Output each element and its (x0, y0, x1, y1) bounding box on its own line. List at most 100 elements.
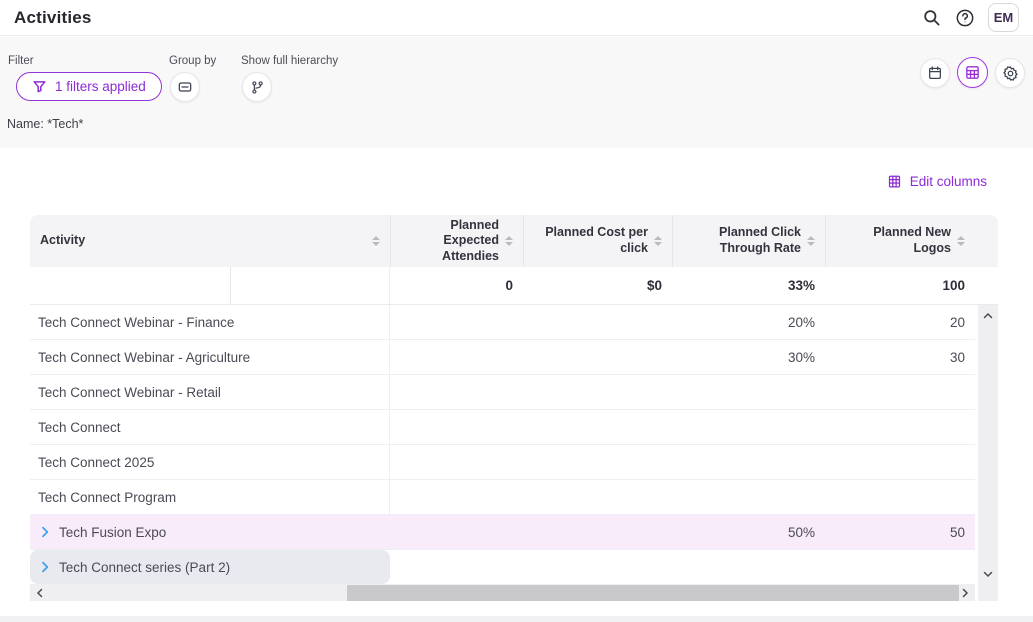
settings-button[interactable] (995, 58, 1025, 88)
column-header-planned-cost-per-click[interactable]: Planned Cost per click (523, 215, 672, 267)
search-icon[interactable] (920, 7, 942, 29)
attendies-cell (390, 550, 523, 584)
summary-row: 0 $0 33% 100 (30, 267, 998, 305)
ctr-cell (672, 375, 825, 409)
activity-cell[interactable]: Tech Connect (30, 410, 390, 444)
table-view-button[interactable] (957, 57, 988, 88)
attendies-cell (390, 410, 523, 444)
group-by-icon (178, 82, 192, 92)
sort-icon[interactable] (807, 236, 815, 246)
activity-name: Tech Connect Webinar - Finance (38, 314, 235, 330)
horizontal-scrollbar[interactable] (30, 585, 975, 601)
logos-cell (825, 480, 975, 514)
applied-filter-text: Name: *Tech* (7, 117, 84, 131)
filter-label: Filter (8, 55, 34, 67)
cost-cell (523, 480, 672, 514)
activity-cell[interactable]: Tech Connect Webinar - Retail (30, 375, 390, 409)
edit-columns-icon (888, 175, 900, 188)
settings-icon (1002, 65, 1018, 81)
activity-name: Tech Connect Webinar - Retail (38, 384, 221, 400)
sort-icon[interactable] (505, 236, 513, 246)
activity-name: Tech Fusion Expo (59, 524, 167, 540)
activity-cell[interactable]: Tech Fusion Expo (30, 515, 390, 549)
cost-cell (523, 515, 672, 549)
expand-chevron-icon[interactable] (38, 560, 52, 574)
expand-chevron-icon[interactable] (38, 525, 52, 539)
attendies-cell (390, 515, 523, 549)
table-row[interactable]: Tech Connect Webinar - Retail (30, 375, 975, 410)
activity-name: Tech Connect Webinar - Agriculture (38, 349, 251, 365)
filter-button-label: 1 filters applied (55, 79, 146, 94)
activity-cell[interactable]: Tech Connect series (Part 2) (30, 550, 390, 584)
help-icon[interactable] (954, 7, 976, 29)
hierarchy-button[interactable] (242, 72, 272, 102)
user-avatar[interactable]: EM (988, 3, 1019, 32)
activity-name: Tech Connect series (Part 2) (59, 559, 231, 575)
attendies-cell (390, 480, 523, 514)
table-row[interactable]: Tech Connect Program (30, 480, 975, 515)
vertical-scrollbar[interactable] (975, 305, 998, 585)
scroll-left-icon[interactable] (34, 587, 46, 599)
table-row[interactable]: Tech Connect series (Part 2) (30, 550, 975, 585)
summary-logos: 100 (942, 278, 965, 293)
column-header-planned-expected-attendies[interactable]: Planned Expected Attendies (390, 215, 523, 267)
scroll-down-icon[interactable] (982, 568, 994, 580)
summary-activity-cell (30, 267, 390, 304)
table-view-icon (966, 66, 979, 79)
cost-cell (523, 375, 672, 409)
calendar-view-button[interactable] (920, 58, 950, 88)
ctr-cell: 30% (787, 349, 815, 365)
filter-button[interactable]: 1 filters applied (16, 72, 162, 101)
sort-icon[interactable] (654, 236, 662, 246)
cost-cell (523, 340, 672, 374)
cost-cell (523, 410, 672, 444)
cost-cell (523, 305, 672, 339)
activity-cell[interactable]: Tech Connect 2025 (30, 445, 390, 479)
logos-cell (825, 410, 975, 444)
activity-cell[interactable]: Tech Connect Webinar - Finance (30, 305, 390, 339)
sort-icon[interactable] (957, 236, 965, 246)
scroll-right-icon[interactable] (959, 587, 971, 599)
column-header-planned-click-through-rate[interactable]: Planned Click Through Rate (672, 215, 825, 267)
table-row[interactable]: Tech Connect 2025 (30, 445, 975, 480)
activity-cell[interactable]: Tech Connect Webinar - Agriculture (30, 340, 390, 374)
ctr-cell (672, 410, 825, 444)
activity-name: Tech Connect Program (38, 489, 177, 505)
ctr-cell: 20% (787, 314, 815, 330)
filter-funnel-icon (33, 81, 46, 93)
summary-cost: $0 (646, 278, 662, 293)
page-title: Activities (14, 7, 92, 27)
header-gutter (975, 215, 998, 267)
scroll-up-icon[interactable] (982, 310, 994, 322)
column-header-activity[interactable]: Activity (30, 215, 390, 267)
logos-cell: 30 (949, 349, 965, 365)
edit-columns-button[interactable]: Edit columns (887, 174, 987, 189)
group-by-button[interactable] (170, 72, 200, 102)
logos-cell (825, 550, 975, 584)
attendies-cell (390, 445, 523, 479)
horizontal-scrollbar-thumb[interactable] (347, 585, 959, 601)
calendar-icon (929, 66, 941, 79)
cost-cell (523, 550, 672, 584)
attendies-cell (390, 340, 523, 374)
hierarchy-label: Show full hierarchy (241, 55, 339, 67)
sort-icon[interactable] (372, 236, 380, 246)
horizontal-scrollbar-row (30, 585, 998, 601)
table-row[interactable]: Tech Connect (30, 410, 975, 445)
activity-cell[interactable]: Tech Connect Program (30, 480, 390, 514)
logos-cell: 20 (949, 314, 965, 330)
vertical-scrollbar-track[interactable] (978, 305, 998, 585)
table-row[interactable]: Tech Fusion Expo 50% 50 (30, 515, 975, 550)
hierarchy-icon (251, 80, 263, 94)
table-row[interactable]: Tech Connect Webinar - Agriculture 30% 3… (30, 340, 975, 375)
summary-attendies: 0 (505, 278, 513, 293)
ctr-cell (672, 445, 825, 479)
toolbar: Filter 1 filters applied Group by Show f… (0, 37, 1033, 148)
table-body-rows: Tech Connect Webinar - Finance 20% 20 Te… (30, 305, 975, 585)
activities-table: Activity Planned Expected Attendies Plan… (30, 215, 998, 601)
table-row[interactable]: Tech Connect Webinar - Finance 20% 20 (30, 305, 975, 340)
column-header-planned-new-logos[interactable]: Planned New Logos (825, 215, 975, 267)
ctr-cell (672, 480, 825, 514)
ctr-cell: 50% (787, 524, 815, 540)
